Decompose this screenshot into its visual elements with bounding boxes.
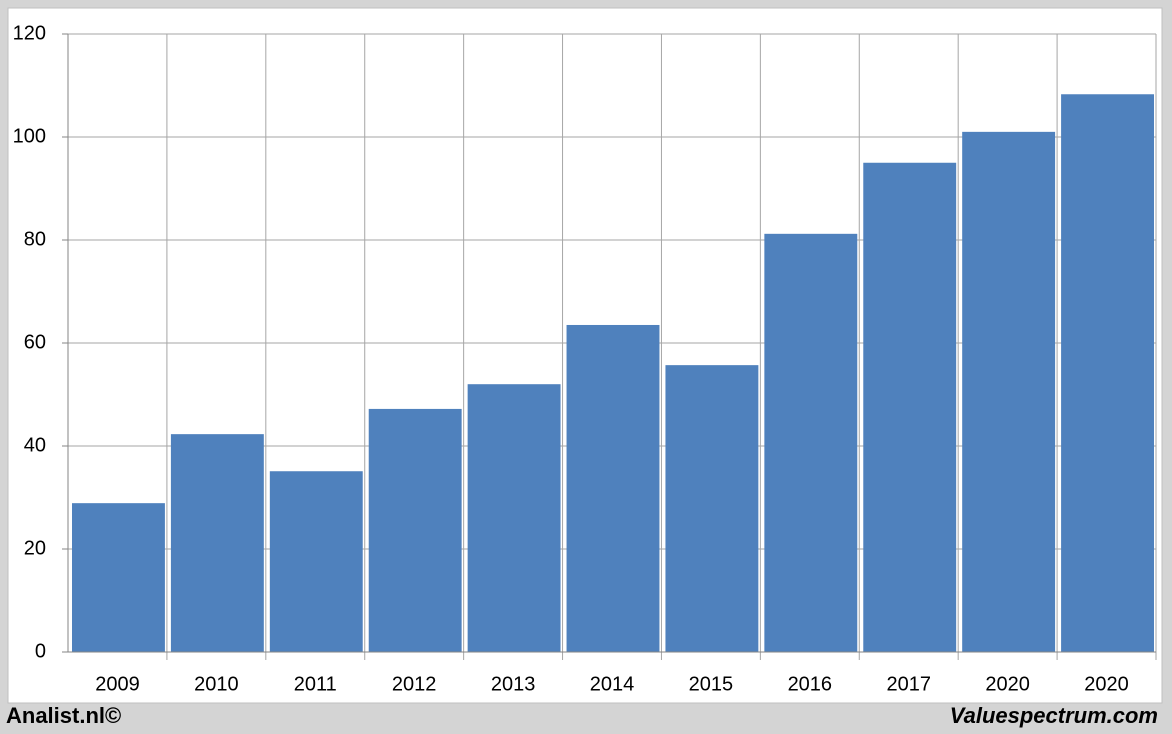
bar: [962, 131, 1056, 653]
bar: [863, 162, 957, 652]
bar: [1061, 94, 1154, 652]
x-tick-label: 2016: [788, 673, 833, 695]
bar: [269, 471, 363, 652]
x-tick-label: 2012: [392, 673, 437, 695]
y-tick-label: 100: [13, 125, 46, 147]
x-tick-label: 2009: [95, 673, 140, 695]
y-tick-label: 20: [24, 537, 46, 559]
x-tick-label: 2014: [590, 673, 635, 695]
y-tick-label: 80: [24, 228, 46, 250]
bar: [170, 434, 264, 652]
bar: [764, 233, 858, 652]
y-tick-label: 120: [13, 22, 46, 44]
x-tick-label: 2020: [1084, 673, 1129, 695]
bar: [467, 384, 561, 652]
x-tick-label: 2013: [491, 673, 536, 695]
x-tick-label: 2017: [886, 673, 931, 695]
y-tick-label: 0: [35, 640, 46, 662]
y-tick-label: 40: [24, 434, 46, 456]
footer-right: Valuespectrum.com: [950, 703, 1158, 728]
x-tick-label: 2011: [294, 673, 337, 695]
x-tick-label: 2020: [985, 673, 1030, 695]
y-tick-label: 60: [24, 331, 46, 353]
footer-left: Analist.nl©: [6, 703, 121, 728]
bar: [665, 365, 759, 652]
bar: [368, 408, 462, 652]
bar: [566, 324, 660, 652]
x-tick-label: 2015: [689, 673, 734, 695]
x-tick-label: 2010: [194, 673, 239, 695]
bar: [72, 503, 165, 652]
